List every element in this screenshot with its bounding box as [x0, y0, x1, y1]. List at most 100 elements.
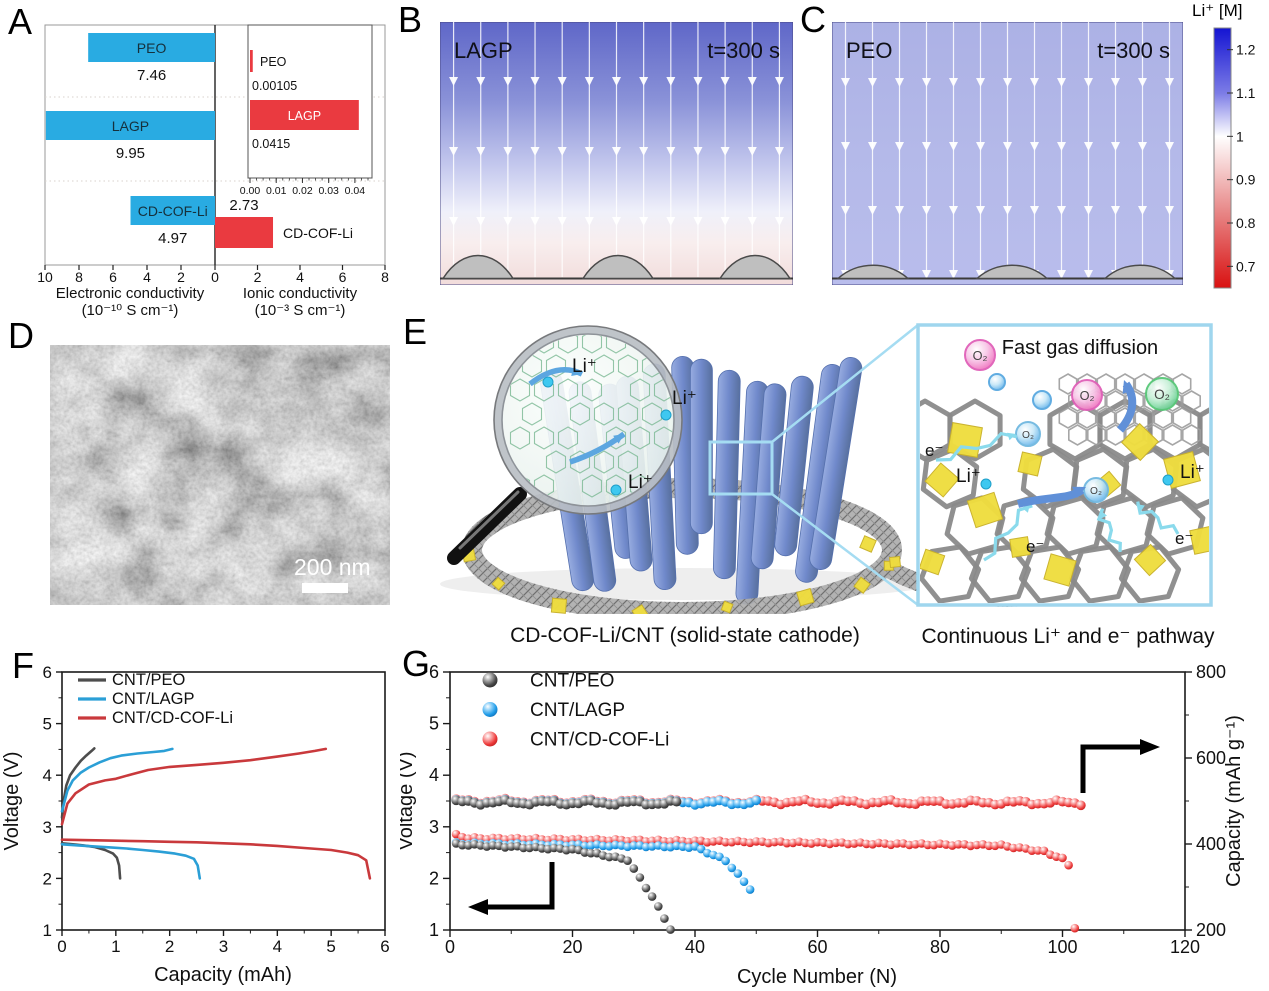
- electron-label: e⁻: [925, 441, 943, 460]
- y-tick-label: 3: [43, 818, 52, 837]
- y-tick-label-right: 200: [1196, 920, 1226, 940]
- cof-hexagon: [509, 426, 531, 450]
- panel-label-g: G: [402, 643, 431, 684]
- y-axis-title-right: Capacity (mAh g⁻¹): [1223, 715, 1245, 887]
- x-tick-label: 3: [219, 937, 228, 956]
- cof-hexagon: [617, 354, 639, 378]
- data-point-red-voltage: [1064, 860, 1073, 870]
- li-ion-dot: [980, 478, 992, 490]
- cof-crystal: [924, 462, 960, 498]
- o2-bubble: [1032, 390, 1052, 410]
- data-point-blue-voltage: [733, 869, 743, 878]
- cnt-fine-mesh: [1105, 390, 1126, 412]
- flow-arrowhead: [639, 77, 649, 86]
- data-point-red-voltage: [954, 840, 963, 849]
- panel-b-simulation: LAGP t=300 s: [440, 22, 793, 285]
- data-point-blue-voltage: [745, 885, 755, 894]
- y-tick-label-left: 4: [429, 765, 439, 785]
- flow-arrowhead: [449, 77, 459, 86]
- flow-arrowhead: [612, 77, 621, 86]
- legend-label: CNT/LAGP: [112, 690, 195, 708]
- y-tick-label-left: 6: [429, 662, 439, 682]
- flow-arrowhead: [949, 142, 958, 151]
- flow-arrowhead: [1030, 206, 1039, 215]
- left-axis-arrow: [488, 862, 555, 910]
- data-point-red-voltage: [1070, 923, 1080, 933]
- y-tick-label: 2: [43, 869, 52, 888]
- cof-crystal: [491, 576, 506, 591]
- flow-arrowhead: [774, 147, 784, 156]
- o2-label: O₂: [1154, 387, 1170, 402]
- cd-cof-rod: [750, 383, 787, 570]
- flow-arrowhead: [976, 78, 985, 87]
- panel-c-simulation: PEO t=300 s: [832, 22, 1183, 285]
- data-point-red-voltage: [984, 841, 994, 851]
- cd-cof-rod: [809, 357, 863, 570]
- x-tick-label: 120: [1170, 937, 1200, 957]
- arrow-head: [1122, 380, 1135, 394]
- o2-bubble: [1071, 379, 1103, 411]
- flow-arrowhead: [1003, 142, 1012, 151]
- flow-arrowhead: [612, 217, 621, 226]
- data-point-gray-voltage: [660, 914, 669, 923]
- flow-arrowhead: [949, 206, 958, 215]
- bar-value: 2.73: [229, 197, 258, 214]
- data-point-blue-capacity: [751, 795, 762, 806]
- data-point-red-voltage: [1027, 846, 1037, 855]
- cof-hexagon: [557, 426, 579, 450]
- data-point-gray-voltage: [519, 843, 528, 853]
- flow-arrowhead: [530, 147, 540, 156]
- inset-tick-label: 0.02: [292, 185, 313, 197]
- y-axis-title-left: Voltage (V): [400, 752, 417, 851]
- flow-arrowhead: [584, 77, 594, 86]
- colorbar-gradient: [1213, 27, 1232, 289]
- flow-arrowhead: [922, 142, 931, 151]
- legend-label: CNT/CD-COF-Li: [112, 709, 233, 727]
- cnt-fine-mesh: [1058, 373, 1078, 395]
- ionic-bar-CD-COF-Li: [215, 217, 274, 248]
- data-point-blue-voltage: [727, 863, 737, 873]
- bar-label: CD-COF-Li: [138, 203, 208, 219]
- time-label-b: t=300 s: [707, 38, 780, 63]
- data-point-gray-voltage: [635, 873, 645, 882]
- flow-arrowhead: [693, 217, 703, 226]
- flow-arrowhead: [922, 78, 931, 87]
- flow-arrowhead: [949, 78, 958, 87]
- li-label: Li⁺: [1180, 462, 1205, 483]
- flow-arrowhead: [1030, 78, 1039, 87]
- li-ion-dot: [660, 409, 672, 421]
- legend-marker: [482, 731, 498, 747]
- panel-label-e: E: [403, 311, 428, 352]
- cnt-fine-mesh: [1172, 407, 1192, 429]
- data-point-gray-voltage: [629, 864, 639, 873]
- flow-arrowhead: [1084, 78, 1093, 87]
- x-tick-label: 0: [57, 937, 66, 956]
- bar-value: 7.46: [137, 67, 166, 84]
- cof-hexagon: [545, 354, 567, 378]
- y-tick-label-right: 800: [1196, 662, 1226, 682]
- cnt-fine-mesh: [1096, 407, 1116, 429]
- data-point-red-voltage: [843, 839, 853, 849]
- flow-arrowhead: [1138, 78, 1147, 87]
- cof-hexagon: [533, 426, 555, 450]
- y-tick-label-right: 400: [1196, 834, 1226, 854]
- y-axis-title: Voltage (V): [1, 752, 23, 851]
- cof-hexagon: [581, 474, 603, 498]
- flow-arrowhead: [557, 217, 567, 226]
- data-point-red-voltage: [892, 839, 902, 848]
- cof-hexagon: [641, 402, 663, 426]
- inset-tick-label: 0.03: [318, 185, 339, 197]
- data-point-red-voltage: [770, 837, 779, 847]
- inset-tick-label: 0.00: [240, 185, 261, 197]
- y-tick-label: 6: [43, 663, 52, 682]
- inset-bar-label: PEO: [260, 55, 287, 69]
- tick-label: 2: [177, 269, 185, 285]
- flow-arrowhead: [476, 147, 486, 156]
- data-point-red-voltage: [1058, 853, 1067, 863]
- flow-arrowhead: [1138, 142, 1147, 151]
- cof-crystal: [796, 587, 815, 607]
- flow-arrowhead: [720, 147, 730, 156]
- tick-label: 8: [75, 269, 83, 285]
- li-ion-dot: [1162, 474, 1174, 486]
- flow-arrowhead: [841, 78, 850, 87]
